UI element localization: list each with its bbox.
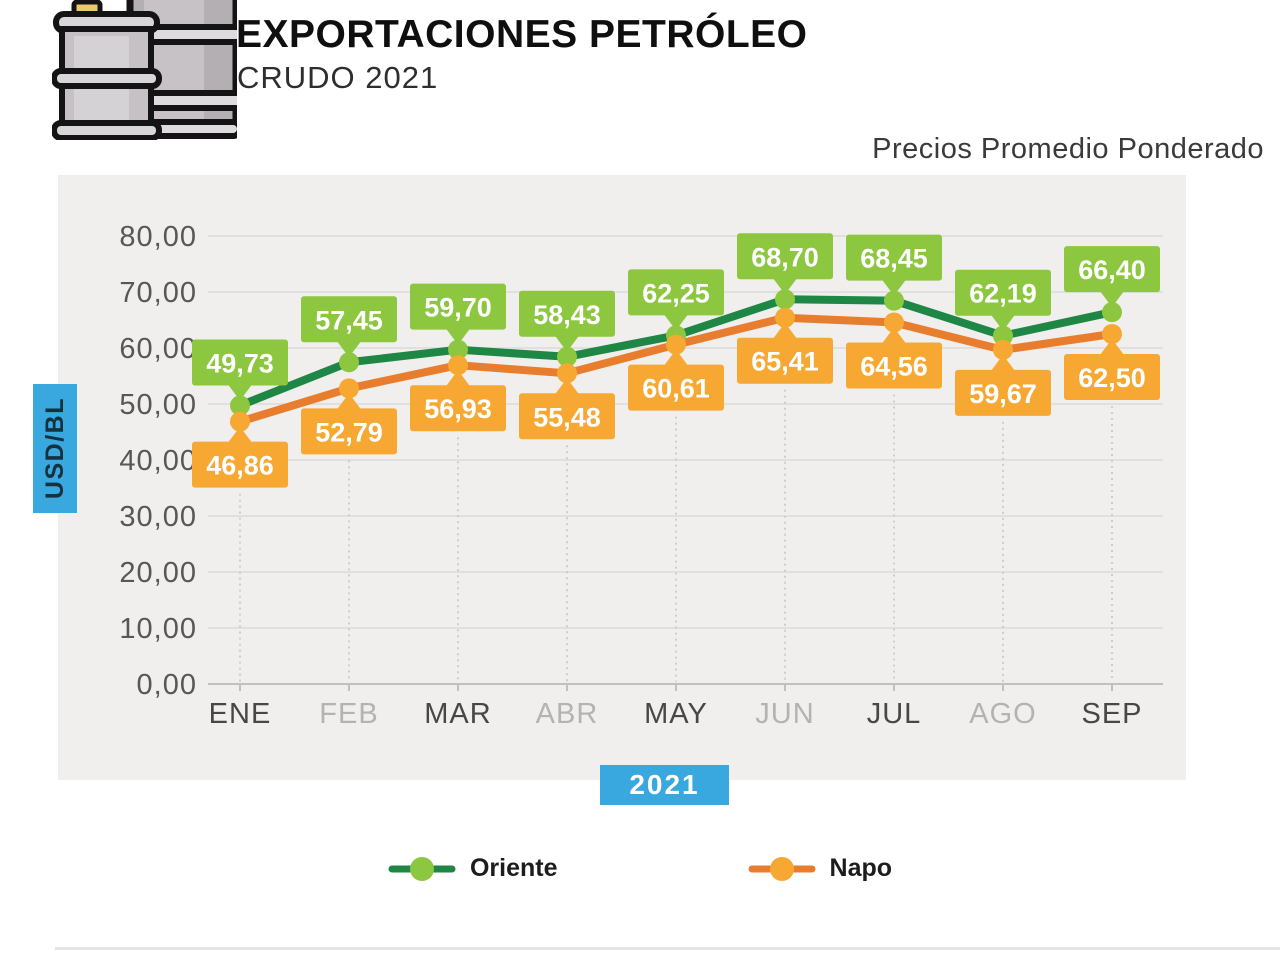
footer-divider (55, 947, 1280, 950)
value-callout-label: 68,45 (860, 244, 928, 274)
data-point[interactable] (775, 289, 795, 310)
value-callout-label: 55,48 (533, 402, 601, 432)
value-callout-label: 66,40 (1078, 255, 1146, 285)
value-callout (192, 339, 288, 386)
data-point[interactable] (339, 352, 359, 373)
x-tick-label: ABR (536, 698, 599, 730)
chart-legend: Oriente Napo (0, 854, 1280, 883)
value-callout (737, 337, 833, 384)
value-callout-label: 65,41 (751, 347, 819, 377)
value-callout (628, 364, 724, 411)
value-callout (519, 290, 615, 337)
data-point[interactable] (884, 312, 904, 333)
value-callout-label: 68,70 (751, 242, 819, 272)
value-callout-label: 58,43 (533, 300, 601, 330)
y-axis-unit-badge: USD/BL (33, 384, 77, 513)
y-tick-label: 60,00 (119, 333, 197, 365)
value-callout (955, 269, 1051, 316)
value-callout (192, 441, 288, 488)
value-callout-label: 56,93 (424, 394, 492, 424)
value-callout-label: 57,45 (315, 305, 383, 335)
value-callout (301, 408, 397, 455)
y-axis-unit-label: USD/BL (40, 397, 69, 500)
data-point[interactable] (230, 411, 250, 432)
x-tick-label: JUL (867, 698, 922, 730)
napo-value-callouts: 46,86 52,79 56,93 55,48 60,61 65,41 64,56 59,67… (192, 322, 1160, 488)
data-point[interactable] (1102, 324, 1122, 344)
x-axis: ENE FEB MAR ABR MAY JUN JUL AGO SEP (209, 389, 1142, 730)
value-callout-label: 59,70 (424, 293, 492, 323)
y-tick-label: 10,00 (119, 613, 197, 645)
price-line-chart: 80,00 70,00 60,00 50,00 40,00 30,00 20,00 10,00… (58, 175, 1186, 780)
page-title: EXPORTACIONES PETRÓLEO (236, 13, 808, 56)
value-callout (1064, 246, 1160, 293)
value-callout-label: 62,25 (642, 278, 710, 308)
value-callout-label: 59,67 (969, 379, 1037, 409)
x-tick-label: ENE (209, 698, 272, 730)
napo-line-marker-icon (748, 856, 816, 881)
data-point[interactable] (557, 363, 577, 384)
value-callout-label: 49,73 (206, 349, 274, 379)
chart-caption: Precios Promedio Ponderado (872, 133, 1264, 165)
value-callout (410, 385, 506, 432)
oriente-line-marker-icon (388, 856, 456, 881)
data-point[interactable] (339, 378, 359, 399)
value-callout (737, 233, 833, 280)
value-callout (519, 393, 615, 440)
x-axis-year-badge: 2021 (600, 765, 729, 805)
data-point[interactable] (557, 346, 577, 367)
value-callout-label: 46,86 (206, 451, 274, 481)
y-tick-label: 20,00 (119, 557, 197, 589)
y-tick-label: 70,00 (119, 277, 197, 309)
x-tick-label: SEP (1081, 698, 1142, 730)
value-callout-label: 60,61 (642, 374, 710, 404)
y-tick-label: 0,00 (137, 669, 197, 701)
data-point[interactable] (884, 290, 904, 311)
y-tick-label: 30,00 (119, 501, 197, 533)
data-point[interactable] (230, 395, 250, 416)
y-tick-label: 80,00 (119, 221, 197, 253)
value-callout-label: 64,56 (860, 351, 928, 381)
value-callout-label: 52,79 (315, 417, 383, 447)
value-callout (410, 283, 506, 330)
x-tick-label: MAY (644, 698, 708, 730)
data-point[interactable] (775, 307, 795, 328)
data-point[interactable] (448, 355, 468, 376)
data-point[interactable] (448, 339, 468, 360)
legend-item-napo[interactable]: Napo (748, 854, 893, 883)
legend-label-oriente: Oriente (469, 854, 558, 882)
value-callout (301, 296, 397, 343)
napo-markers (230, 307, 1122, 432)
page-subtitle: CRUDO 2021 (237, 60, 439, 95)
x-tick-label: FEB (319, 698, 378, 730)
data-point[interactable] (993, 339, 1013, 360)
data-point[interactable] (666, 334, 686, 355)
value-callout (846, 234, 942, 281)
value-callout-label: 62,19 (969, 279, 1037, 309)
legend-label-napo: Napo (829, 854, 893, 882)
x-tick-label: MAR (424, 698, 491, 730)
y-tick-label: 40,00 (119, 445, 197, 477)
value-callout-label: 62,50 (1078, 363, 1146, 393)
value-callout (846, 342, 942, 389)
y-tick-label: 50,00 (119, 389, 197, 421)
oil-barrels-icon (52, 0, 237, 140)
oriente-value-callouts: 49,73 57,45 59,70 58,43 62,25 68,70 68,45 62,19… (192, 233, 1160, 401)
x-tick-label: AGO (969, 698, 1036, 730)
value-callout (955, 369, 1051, 416)
value-callout (1064, 354, 1160, 400)
legend-item-oriente[interactable]: Oriente (388, 854, 558, 883)
data-point[interactable] (993, 325, 1013, 346)
x-tick-label: JUN (755, 698, 814, 730)
data-point[interactable] (1102, 302, 1122, 323)
value-callout (628, 269, 724, 316)
